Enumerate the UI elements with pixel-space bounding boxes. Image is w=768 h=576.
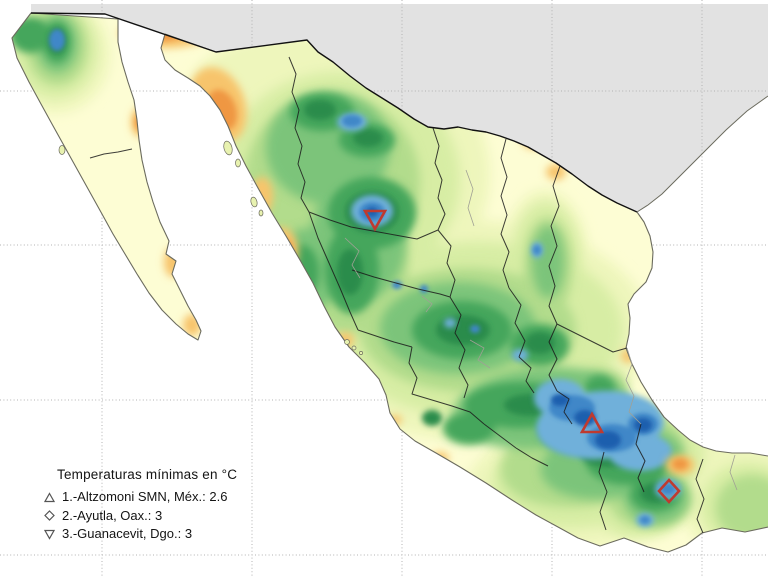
legend-item-label: 1.-Altzomoni SMN, Méx.: 2.6 — [62, 489, 228, 504]
legend-item: 2.-Ayutla, Oax.: 3 — [44, 507, 237, 526]
legend-title: Temperaturas mínimas en °C — [57, 467, 238, 482]
station-markers — [362, 209, 681, 504]
legend-items: 1.-Altzomoni SMN, Méx.: 2.6 2.-Ayutla, Oa… — [44, 488, 237, 544]
texas-coastline — [636, 95, 768, 213]
station-marker-diamond — [657, 478, 681, 504]
legend-item: 3.-Guanacevit, Dgo.: 3 — [44, 525, 237, 544]
triangle-up-icon — [44, 492, 55, 502]
usa-region — [31, 4, 768, 212]
station-marker-triangle-up — [579, 411, 605, 434]
islands — [58, 140, 363, 355]
legend-item: 1.-Altzomoni SMN, Méx.: 2.6 — [44, 488, 237, 507]
map-legend: Temperaturas mínimas en °C 1.-Altzomoni … — [44, 467, 237, 544]
legend-item-label: 2.-Ayutla, Oax.: 3 — [62, 507, 163, 523]
state-boundaries — [89, 56, 705, 534]
station-marker-triangle-down — [362, 209, 388, 232]
diamond-icon — [44, 510, 55, 522]
triangle-down-icon — [44, 529, 55, 540]
legend-item-label: 3.-Guanacevit, Dgo.: 3 — [62, 526, 193, 541]
secondary-boundaries — [344, 169, 738, 491]
us-mexico-border — [30, 12, 638, 213]
